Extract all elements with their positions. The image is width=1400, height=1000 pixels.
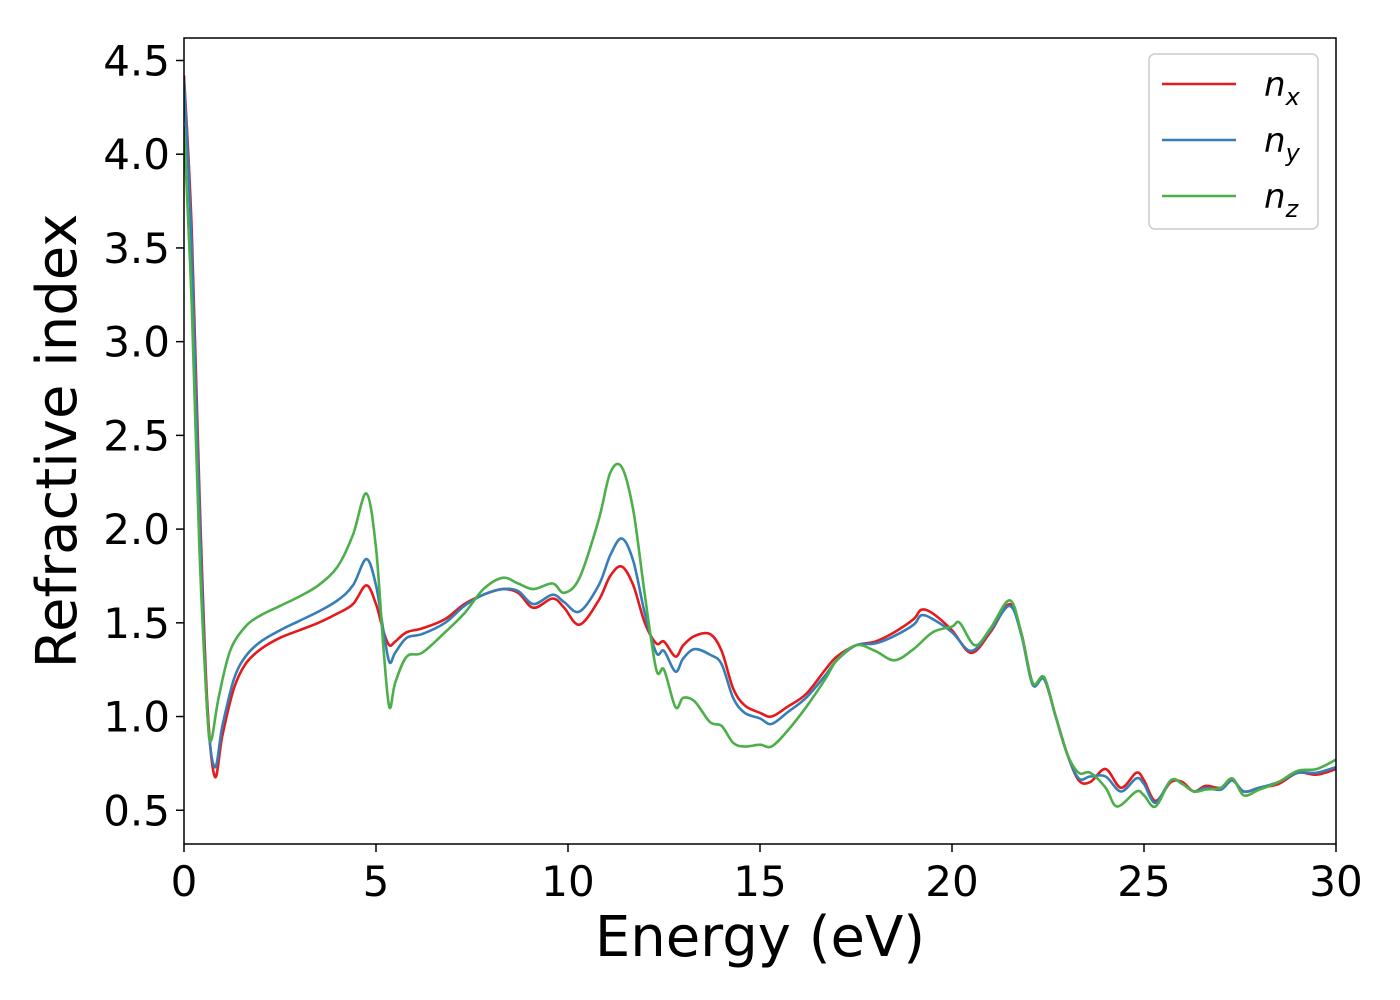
- y-tick-label: 2.5: [103, 411, 170, 460]
- series-line-y: [184, 79, 1336, 805]
- x-tick-label: 15: [733, 857, 786, 906]
- y-tick-label: 4.0: [103, 130, 170, 179]
- legend-box: [1148, 53, 1319, 230]
- x-tick-label: 0: [171, 857, 198, 906]
- y-tick-label: 3.0: [103, 318, 170, 367]
- y-tick-label: 2.0: [103, 505, 170, 554]
- legend-label-y: ny: [1264, 121, 1301, 167]
- x-tick-label: 5: [363, 857, 390, 906]
- y-tick-label: 0.5: [103, 786, 170, 835]
- y-tick-label: 1.5: [103, 599, 170, 648]
- x-tick-label: 20: [925, 857, 978, 906]
- x-axis-title: Energy (eV): [595, 905, 925, 970]
- legend: nx ny nz: [1148, 53, 1319, 230]
- y-axis-ticks: 0.5 1.0 1.5 2.0 2.5 3.0 3.5 4.0 4.5: [103, 36, 184, 835]
- x-tick-label: 10: [541, 857, 594, 906]
- y-axis-title: Refractive index: [25, 214, 90, 669]
- series-line-z: [184, 126, 1336, 809]
- legend-label-x: nx: [1264, 65, 1301, 111]
- x-tick-label: 25: [1117, 857, 1170, 906]
- y-tick-label: 1.0: [103, 693, 170, 742]
- x-tick-label: 30: [1309, 857, 1362, 906]
- series-line-x: [184, 75, 1336, 803]
- y-tick-label: 4.5: [103, 36, 170, 85]
- series-layer: [184, 75, 1336, 809]
- x-axis-ticks: 0 5 10 15 20 25 30: [171, 844, 1363, 906]
- y-tick-label: 3.5: [103, 224, 170, 273]
- legend-label-z: nz: [1264, 177, 1300, 223]
